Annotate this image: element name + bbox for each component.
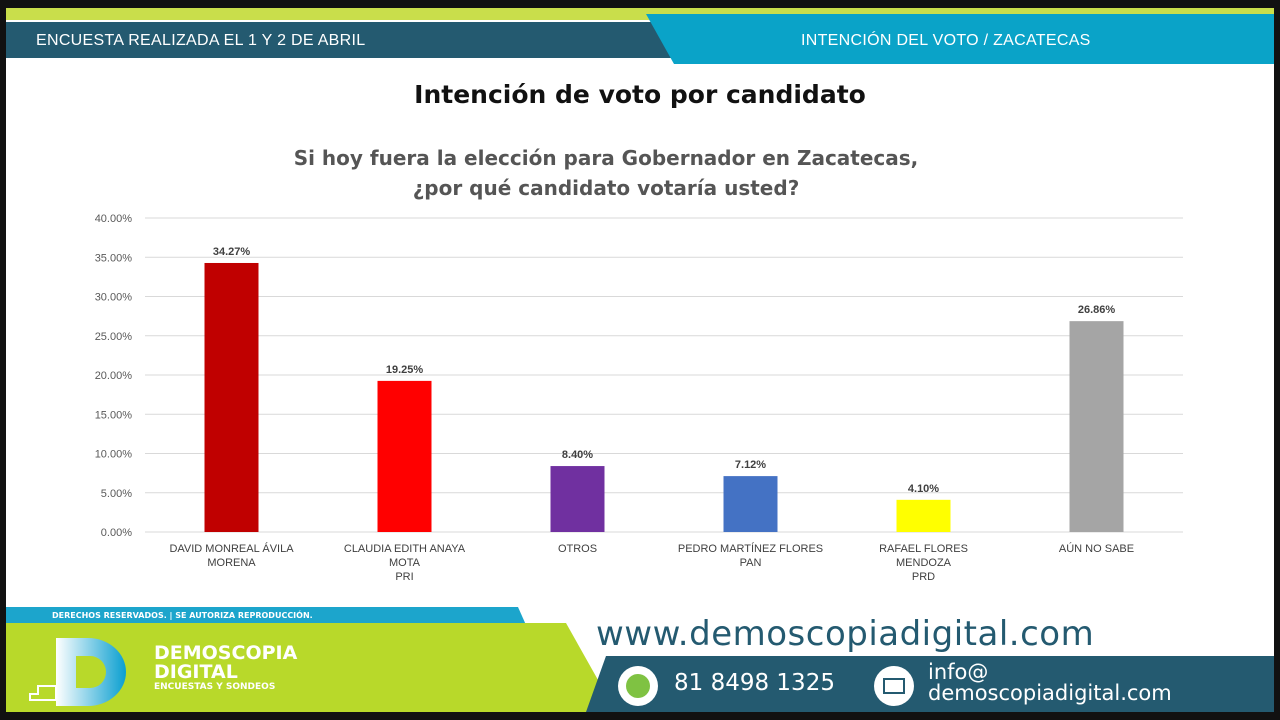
data-label: 8.40% [562,449,593,461]
category-label: PEDRO MARTÍNEZ FLORES [678,542,823,555]
demoscopia-logo [29,638,126,706]
y-tick-label: 0.00% [101,527,132,539]
y-tick-label: 5.00% [101,488,132,500]
y-tick-label: 15.00% [95,409,133,421]
contact-bar [586,656,1274,712]
section-label: INTENCIÓN DEL VOTO / ZACATECAS [801,32,1091,49]
category-label: MENDOZA [896,557,952,569]
category-label: PRD [912,571,935,583]
email-line-1: info@ [928,660,989,684]
y-tick-label: 10.00% [95,449,133,461]
rights-bar: DERECHOS RESERVADOS. | SE AUTORIZA REPRO… [6,607,526,625]
category-label: MOTA [389,557,421,569]
email-line-2: demoscopiadigital.com [928,681,1172,705]
bar [1069,321,1124,532]
brand-name-line-2: DIGITAL [154,661,238,683]
data-label: 26.86% [1078,304,1116,316]
category-label: PAN [740,557,762,569]
category-label: RAFAEL FLORES [879,543,968,555]
bar [723,476,778,532]
bar [550,466,605,532]
y-tick-label: 20.00% [95,370,133,382]
data-label: 34.27% [213,246,251,258]
category-label: DAVID MONREAL ÁVILA [169,542,294,555]
website-link[interactable]: www.demoscopiadigital.com [596,614,1095,654]
category-label: AÚN NO SABE [1059,542,1134,555]
y-tick-label: 25.00% [95,331,133,343]
y-tick-label: 40.00% [95,213,133,225]
chart-subtitle-line-2: ¿por qué candidato votaría usted? [412,176,800,200]
bar [896,499,951,532]
page-title: Intención de voto por candidato [414,80,866,109]
bar [204,262,259,532]
category-label: OTROS [558,543,597,555]
slide: ENCUESTA REALIZADA EL 1 Y 2 DE ABRIL INT… [6,8,1274,712]
brand-tagline: ENCUESTAS Y SONDEOS [154,682,276,692]
brand-name-line-1: DEMOSCOPIA [154,642,298,664]
email-icon [874,666,914,706]
data-label: 4.10% [908,483,939,495]
category-label: CLAUDIA EDITH ANAYA [344,543,466,555]
header-right-bar [646,14,1274,64]
y-tick-label: 30.00% [95,292,133,304]
data-label: 19.25% [386,364,424,376]
chart-subtitle-line-1: Si hoy fuera la elección para Gobernador… [293,146,919,170]
survey-date-label: ENCUESTA REALIZADA EL 1 Y 2 DE ABRIL [36,32,366,49]
category-label: PRI [395,571,413,583]
category-label: MORENA [207,557,256,569]
bar-chart: 0.00% 5.00% 10.00% 15.00% 20.00% 25.00% 30.00%… [95,213,1183,583]
email-address[interactable]: info@ demoscopiadigital.com [928,662,1172,704]
phone-number[interactable]: 81 8498 1325 [674,670,835,696]
data-label: 7.12% [735,459,766,471]
y-tick-label: 35.00% [95,252,133,264]
header-left-bar [6,22,686,58]
rights-text: DERECHOS RESERVADOS. | SE AUTORIZA REPRO… [52,611,313,620]
bar [377,380,432,532]
whatsapp-icon [618,666,658,706]
